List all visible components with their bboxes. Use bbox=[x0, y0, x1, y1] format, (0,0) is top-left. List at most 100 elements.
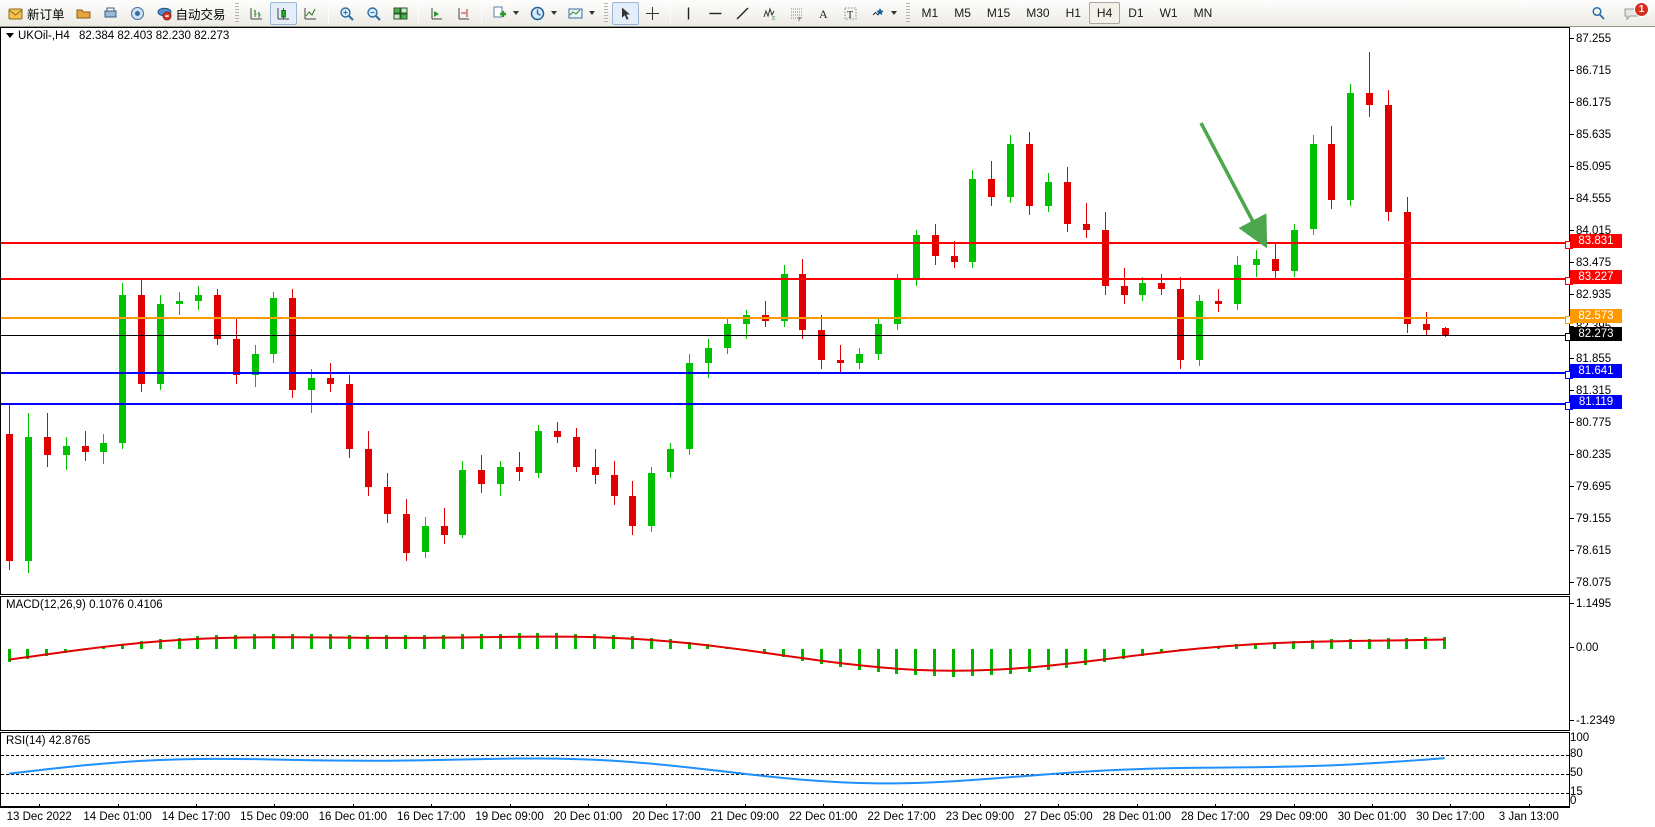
macd-tick: -1.2349 bbox=[1570, 715, 1615, 727]
period-dropdown-caret[interactable] bbox=[550, 11, 557, 15]
time-label: 3 Jan 13:00 bbox=[1498, 811, 1559, 823]
level-line-support-upper[interactable] bbox=[1, 371, 1573, 380]
horizontal-line-button[interactable] bbox=[702, 2, 729, 25]
templates-button[interactable] bbox=[562, 2, 600, 25]
timeframe-h1[interactable]: H1 bbox=[1065, 6, 1081, 20]
toolbar-grip-1[interactable] bbox=[234, 3, 239, 23]
cursor-button[interactable] bbox=[611, 1, 639, 25]
candlestick bbox=[421, 28, 429, 594]
macd-bar bbox=[347, 634, 351, 649]
price-tick: 87.255 bbox=[1570, 33, 1611, 45]
fibonacci-button[interactable]: F bbox=[783, 2, 810, 25]
timeframe-w1[interactable]: W1 bbox=[1159, 6, 1178, 20]
timeframe-m5[interactable]: M5 bbox=[954, 6, 971, 20]
time-label: 15 Dec 09:00 bbox=[240, 811, 309, 823]
candlestick bbox=[875, 28, 882, 594]
new-object-dropdown-caret[interactable] bbox=[512, 11, 519, 15]
shapes-button[interactable] bbox=[864, 2, 902, 25]
expert-advisor-button[interactable]: 自动交易 bbox=[151, 2, 231, 25]
shapes-dropdown-caret[interactable] bbox=[890, 11, 897, 15]
messages-button[interactable]: 1 bbox=[1618, 1, 1649, 25]
period-button[interactable] bbox=[524, 2, 562, 25]
zoom-out-button[interactable] bbox=[360, 2, 387, 25]
macd-bar bbox=[687, 641, 691, 649]
bar-chart-button[interactable] bbox=[243, 2, 270, 25]
time-tick bbox=[39, 804, 41, 808]
candlestick bbox=[119, 28, 127, 594]
timeframe-m15[interactable]: M15 bbox=[986, 6, 1011, 20]
svg-text:F: F bbox=[798, 17, 802, 22]
macd-bar bbox=[290, 634, 294, 649]
price-tag-pivot[interactable]: 82.573 bbox=[1570, 309, 1622, 324]
crosshair-button[interactable] bbox=[639, 2, 666, 25]
expert-advisor-icon bbox=[157, 7, 172, 20]
candlestick bbox=[402, 28, 410, 594]
macd-bar bbox=[1254, 642, 1258, 649]
macd-bar bbox=[857, 649, 861, 670]
text-label-button[interactable]: A bbox=[810, 2, 837, 25]
time-axis[interactable]: 13 Dec 2022 14 Dec 01:00 14 Dec 17:00 15 De… bbox=[0, 804, 1570, 827]
zoom-in-icon bbox=[339, 6, 354, 21]
rsi-pane[interactable]: RSI(14) 42.8765 bbox=[0, 732, 1570, 807]
candlestick bbox=[818, 28, 826, 594]
level-line-resistance-lower[interactable] bbox=[1, 277, 1573, 286]
price-tag-current-price[interactable]: 82.273 bbox=[1570, 326, 1622, 341]
shift-end-button[interactable] bbox=[450, 2, 477, 25]
timeframe-d1[interactable]: D1 bbox=[1128, 6, 1144, 20]
elliott-wave-button[interactable]: E bbox=[756, 2, 783, 25]
price-tag-support-lower[interactable]: 81.119 bbox=[1570, 395, 1622, 410]
candlestick bbox=[704, 28, 712, 594]
rsi-line bbox=[8, 757, 1445, 785]
broadcast-button[interactable] bbox=[124, 2, 151, 25]
level-line-resistance-upper[interactable] bbox=[1, 241, 1573, 250]
timeframe-h4[interactable]: H4 bbox=[1088, 2, 1121, 24]
macd-bar bbox=[1103, 649, 1107, 663]
macd-bar bbox=[385, 634, 389, 649]
zoom-in-button[interactable] bbox=[333, 2, 360, 25]
templates-dropdown-caret[interactable] bbox=[588, 11, 595, 15]
new-object-button[interactable] bbox=[486, 2, 524, 25]
time-label: 30 Dec 17:00 bbox=[1416, 811, 1485, 823]
candlestick bbox=[856, 28, 864, 594]
price-tick: 83.475 bbox=[1570, 257, 1611, 269]
price-axis[interactable]: 87.255 86.715 86.175 85.635 85.095 84.555 84.0… bbox=[1570, 27, 1655, 807]
search-button[interactable] bbox=[1585, 2, 1612, 25]
tile-windows-button[interactable] bbox=[387, 2, 414, 25]
price-tag-resistance-lower[interactable]: 83.227 bbox=[1570, 270, 1622, 285]
trendline-button[interactable] bbox=[729, 2, 756, 25]
chart-container[interactable]: UKOil-,H4 82.384 82.403 82.230 82.273 MA… bbox=[0, 27, 1655, 827]
candlestick bbox=[1215, 28, 1223, 594]
chart-menu-arrow-icon[interactable] bbox=[6, 33, 14, 38]
shift-start-button[interactable] bbox=[423, 2, 450, 25]
new-order-button[interactable]: 新订单 bbox=[2, 2, 70, 25]
macd-bar bbox=[423, 634, 427, 649]
timeframe-m1[interactable]: M1 bbox=[921, 6, 939, 20]
toolbar-grip-3[interactable] bbox=[905, 3, 910, 23]
toolbar-grip-2[interactable] bbox=[603, 3, 608, 23]
timeframe-m30[interactable]: M30 bbox=[1026, 6, 1050, 20]
level-line-current-price[interactable] bbox=[1, 332, 1573, 341]
level-line-support-lower[interactable] bbox=[1, 402, 1573, 411]
candlestick bbox=[6, 28, 13, 594]
level-line-pivot[interactable] bbox=[1, 316, 1573, 325]
price-tag-resistance-upper[interactable]: 83.831 bbox=[1570, 234, 1622, 249]
price-tag-support-upper[interactable]: 81.641 bbox=[1570, 364, 1622, 379]
rsi-tick: 100 bbox=[1570, 732, 1590, 744]
macd-bar bbox=[498, 633, 502, 649]
candlestick bbox=[1403, 28, 1411, 594]
vertical-line-button[interactable] bbox=[675, 2, 702, 25]
candlestick bbox=[383, 28, 391, 594]
macd-bar bbox=[45, 649, 49, 656]
macd-pane[interactable]: MACD(12,26,9) 0.1076 0.4106 bbox=[0, 596, 1570, 731]
price-pane[interactable]: UKOil-,H4 82.384 82.403 82.230 82.273 bbox=[0, 27, 1573, 595]
time-tick bbox=[901, 804, 903, 808]
macd-bar bbox=[1367, 638, 1371, 649]
macd-bar bbox=[253, 634, 257, 649]
timeframe-mn[interactable]: MN bbox=[1193, 6, 1213, 20]
folder-button[interactable] bbox=[70, 2, 97, 25]
candlestick bbox=[591, 28, 599, 594]
candlestick-chart-button[interactable] bbox=[269, 1, 297, 25]
text-box-button[interactable]: T bbox=[837, 2, 864, 25]
line-chart-button[interactable] bbox=[297, 2, 324, 25]
print-button[interactable] bbox=[97, 2, 124, 25]
